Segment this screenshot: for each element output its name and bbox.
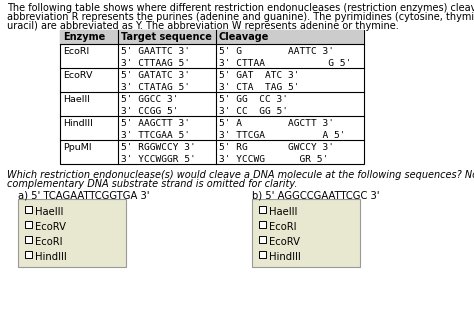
Text: 5' AAGCTT 3'
3' TTCGAA 5': 5' AAGCTT 3' 3' TTCGAA 5' [121,119,190,140]
Text: Cleavage: Cleavage [219,32,269,42]
Text: EcoRI: EcoRI [269,222,297,232]
Bar [259,236,266,243]
Text: 5' GAT  ATC 3'
3' CTA  TAG 5': 5' GAT ATC 3' 3' CTA TAG 5' [219,71,300,92]
Text: EcoRV: EcoRV [63,71,92,80]
Text: Target sequence: Target sequence [121,32,212,42]
Text: Which restriction endonuclease(s) would cleave a DNA molecule at the following s: Which restriction endonuclease(s) would … [7,170,474,180]
Bar [259,206,266,213]
Text: HaeIII: HaeIII [35,207,64,217]
Bar [25,221,32,228]
Text: 5' GAATTC 3'
3' CTTAAG 5': 5' GAATTC 3' 3' CTTAAG 5' [121,47,190,68]
Bar [252,199,360,267]
Text: 5' GGCC 3'
3' CCGG 5': 5' GGCC 3' 3' CCGG 5' [121,95,179,116]
Text: 5' A        AGCTT 3'
3' TTCGA          A 5': 5' A AGCTT 3' 3' TTCGA A 5' [219,119,346,140]
Text: EcoRV: EcoRV [35,222,66,232]
Text: HaeIII: HaeIII [63,95,90,104]
Text: a) 5' TCAGAATTCGGTGA 3': a) 5' TCAGAATTCGGTGA 3' [18,191,150,201]
Text: HindIII: HindIII [35,252,67,262]
Text: b) 5' AGGCCGAATTCGC 3': b) 5' AGGCCGAATTCGC 3' [252,191,380,201]
Text: 5' GG  CC 3'
3' CC  GG 5': 5' GG CC 3' 3' CC GG 5' [219,95,288,116]
Text: PpuMI: PpuMI [63,143,91,152]
Bar [60,30,364,44]
Bar [259,251,266,258]
Text: complementary DNA substrate strand is omitted for clarity.: complementary DNA substrate strand is om… [7,179,298,189]
Text: uracil) are abbreviated as Y. The abbreviation W represents adenine or thymine.: uracil) are abbreviated as Y. The abbrev… [7,21,399,31]
Bar [25,236,32,243]
Bar [25,251,32,258]
Text: abbreviation R represents the purines (adenine and guanine). The pyrimidines (cy: abbreviation R represents the purines (a… [7,12,474,22]
Text: 5' RGGWCCY 3'
3' YCCWGGR 5': 5' RGGWCCY 3' 3' YCCWGGR 5' [121,143,196,164]
Bar [25,206,32,213]
Bar [60,30,364,164]
Text: HaeIII: HaeIII [269,207,297,217]
Bar [18,199,126,267]
Text: The following table shows where different restriction endonucleases (restriction: The following table shows where differen… [7,3,474,13]
Text: EcoRI: EcoRI [63,47,89,56]
Text: Enzyme: Enzyme [63,32,105,42]
Text: HindIII: HindIII [269,252,301,262]
Text: EcoRV: EcoRV [269,237,300,247]
Text: 5' G        AATTC 3'
3' CTTAA           G 5': 5' G AATTC 3' 3' CTTAA G 5' [219,47,351,68]
Text: EcoRI: EcoRI [35,237,63,247]
Bar [259,221,266,228]
Text: 5' GATATC 3'
3' CTATAG 5': 5' GATATC 3' 3' CTATAG 5' [121,71,190,92]
Text: HindIII: HindIII [63,119,93,128]
Text: 5' RG       GWCCY 3'
3' YCCWG      GR 5': 5' RG GWCCY 3' 3' YCCWG GR 5' [219,143,334,164]
